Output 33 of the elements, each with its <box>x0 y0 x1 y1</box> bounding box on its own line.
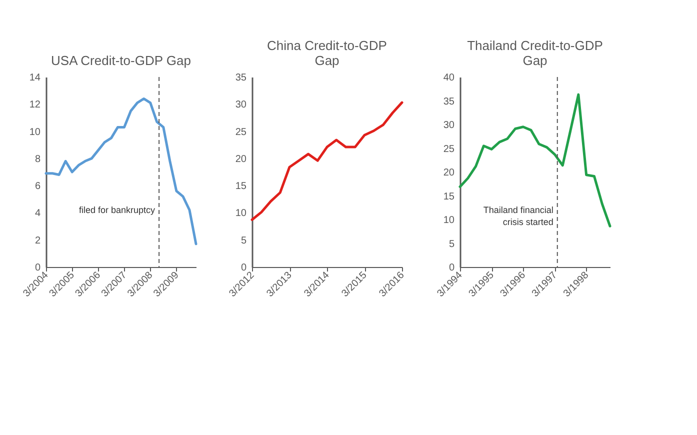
y-tick-label: 5 <box>240 235 247 246</box>
y-tick-label: 20 <box>443 168 455 178</box>
y-tick-label: 0 <box>240 262 247 274</box>
line-series <box>458 93 612 228</box>
ref-line-label: Thailand financial crisis started <box>483 205 554 228</box>
y-tick-label: 25 <box>443 144 455 155</box>
chart-title: Thailand Credit-to-GDP Gap <box>467 38 603 68</box>
y-tick-label: 10 <box>235 208 247 220</box>
y-tick-label: 12 <box>29 100 41 111</box>
y-tick-label: 4 <box>34 208 41 220</box>
y-tick-label: 25 <box>235 126 247 138</box>
y-tick-label: 10 <box>443 215 455 226</box>
y-tick-label: 30 <box>235 100 247 111</box>
y-tick-label: 8 <box>34 154 41 165</box>
line-series <box>44 97 198 246</box>
y-tick-label: 30 <box>443 120 455 131</box>
y-tick-label: 10 <box>29 126 41 138</box>
y-tick-label: 0 <box>34 262 41 274</box>
y-tick-label: 40 <box>443 72 455 84</box>
y-tick-label: 0 <box>448 262 455 274</box>
y-tick-label: 35 <box>443 96 455 108</box>
chart-title: China Credit-to-GDP Gap <box>267 38 387 68</box>
y-tick-label: 20 <box>235 154 247 165</box>
line-series <box>250 101 404 222</box>
y-tick-label: 2 <box>34 235 41 246</box>
y-tick-label: 5 <box>448 238 455 250</box>
y-tick-label: 14 <box>29 72 41 84</box>
y-tick-label: 35 <box>235 72 247 84</box>
y-tick-label: 15 <box>443 191 455 202</box>
y-tick-label: 6 <box>34 181 41 192</box>
y-tick-label: 15 <box>235 181 247 192</box>
ref-line-label: filed for bankruptcy <box>78 205 156 216</box>
chart-title: USA Credit-to-GDP Gap <box>51 53 191 68</box>
